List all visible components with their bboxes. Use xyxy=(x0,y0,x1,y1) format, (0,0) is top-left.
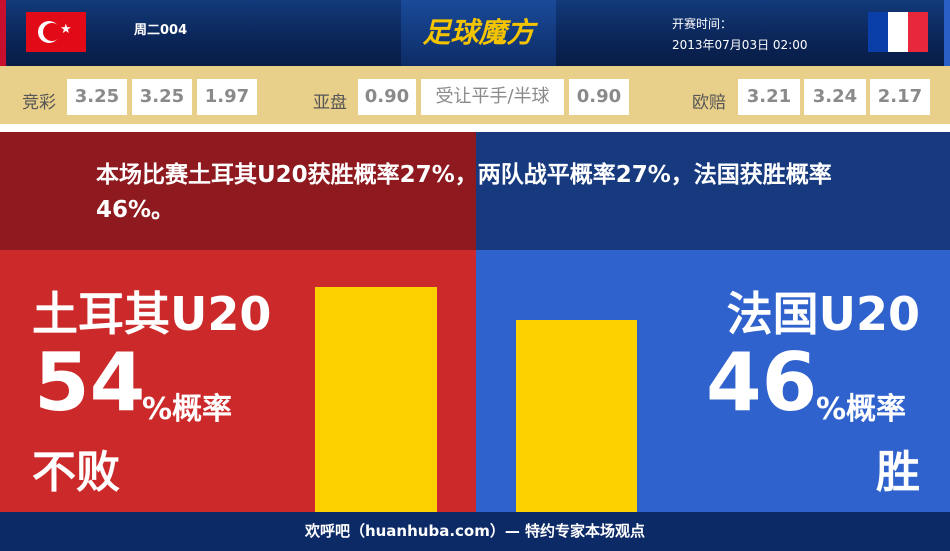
ouzhou-odd: 3.24 xyxy=(804,79,866,115)
home-percent: 54 xyxy=(34,336,146,429)
odds-bar: 竞彩 3.25 3.25 1.97 亚盘 0.90 受让平手/半球 0.90 欧… xyxy=(0,66,950,128)
away-panel: 法国U20 46 %概率 胜 xyxy=(476,250,950,512)
summary-panel: 本场比赛土耳其U20获胜概率27%，两队战平概率27%，法国获胜概率46%。 xyxy=(0,132,950,250)
away-outcome: 胜 xyxy=(876,447,920,498)
away-team: 法国U20 xyxy=(726,287,920,341)
home-team: 土耳其U20 xyxy=(32,287,272,341)
ouzhou-odd: 2.17 xyxy=(870,79,930,115)
away-probability-bar xyxy=(516,320,637,512)
jingcai-odd: 1.97 xyxy=(197,79,257,115)
away-percent-suffix: %概率 xyxy=(816,392,907,427)
kickoff-label: 开赛时间： xyxy=(672,17,733,31)
home-outcome: 不败 xyxy=(32,447,120,498)
logo: 足球魔方 xyxy=(401,0,556,66)
yapan-odd: 0.90 xyxy=(569,79,629,115)
ouzhou-label: 欧赔 xyxy=(692,93,726,113)
jingcai-odd: 3.25 xyxy=(67,79,127,115)
yapan-label: 亚盘 xyxy=(313,93,347,113)
header: ★ 周二004 足球魔方 开赛时间： 2013年07月03日 02:00 xyxy=(0,0,950,66)
away-percent: 46 xyxy=(706,336,818,429)
home-percent-suffix: %概率 xyxy=(142,392,233,427)
home-panel: 土耳其U20 54 %概率 不败 xyxy=(0,250,476,512)
match-number: 周二004 xyxy=(134,23,188,38)
jingcai-label: 竞彩 xyxy=(22,93,56,113)
kickoff-time: 2013年07月03日 02:00 xyxy=(672,38,808,52)
summary-text: 本场比赛土耳其U20获胜概率27%，两队战平概率27%，法国获胜概率46%。 xyxy=(96,162,832,223)
france-flag-icon xyxy=(868,12,928,52)
footer: 欢呼吧（huanhuba.com）— 特约专家本场观点 xyxy=(0,512,950,551)
ouzhou-odd: 3.21 xyxy=(738,79,800,115)
turkey-flag-icon: ★ xyxy=(26,12,86,52)
yapan-odd: 0.90 xyxy=(358,79,416,115)
home-probability-bar xyxy=(315,287,437,512)
yapan-handicap: 受让平手/半球 xyxy=(421,79,564,115)
jingcai-odd: 3.25 xyxy=(132,79,192,115)
